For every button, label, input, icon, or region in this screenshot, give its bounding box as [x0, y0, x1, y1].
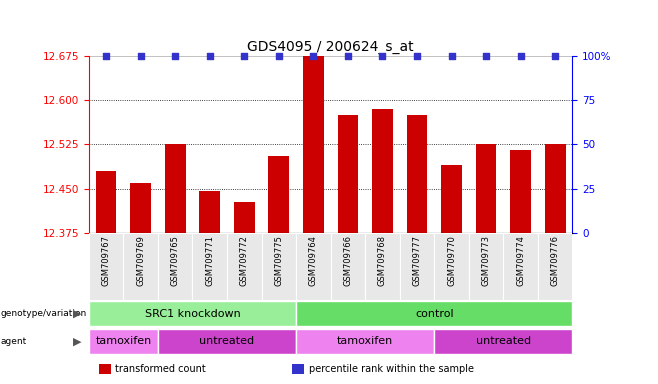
Point [446, 53, 457, 59]
Bar [434, 329, 572, 354]
Bar [338, 115, 358, 233]
Text: genotype/variation: genotype/variation [1, 309, 87, 318]
Text: ▶: ▶ [74, 336, 82, 346]
Bar [124, 233, 158, 300]
Point [515, 53, 526, 59]
Bar [268, 156, 289, 233]
Text: GSM709774: GSM709774 [516, 235, 525, 286]
Text: GSM709764: GSM709764 [309, 235, 318, 286]
Point [274, 53, 284, 59]
Text: GSM709777: GSM709777 [413, 235, 422, 286]
Point [239, 53, 249, 59]
Text: ▶: ▶ [74, 309, 82, 319]
Bar [545, 144, 565, 233]
Bar [292, 364, 304, 374]
Text: GSM709773: GSM709773 [482, 235, 491, 286]
Bar [407, 115, 427, 233]
Text: untreated: untreated [476, 336, 531, 346]
Bar [538, 233, 572, 300]
Bar [330, 233, 365, 300]
Point [101, 53, 111, 59]
Text: GSM709766: GSM709766 [343, 235, 353, 286]
Point [377, 53, 388, 59]
Text: GSM709770: GSM709770 [447, 235, 456, 286]
Bar [262, 233, 296, 300]
Point [308, 53, 318, 59]
Text: GSM709769: GSM709769 [136, 235, 145, 286]
Bar [510, 150, 531, 233]
Bar [164, 144, 186, 233]
Bar [227, 233, 262, 300]
Bar [89, 301, 296, 326]
Bar [296, 301, 572, 326]
Bar [130, 183, 151, 233]
Point [170, 53, 180, 59]
Bar [296, 233, 330, 300]
Bar [303, 56, 324, 233]
Text: GSM709776: GSM709776 [551, 235, 560, 286]
Point [136, 53, 146, 59]
Title: GDS4095 / 200624_s_at: GDS4095 / 200624_s_at [247, 40, 414, 54]
Bar [192, 233, 227, 300]
Bar [476, 144, 496, 233]
Bar [96, 171, 116, 233]
Text: agent: agent [1, 337, 27, 346]
Text: tamoxifen: tamoxifen [95, 336, 151, 346]
Bar [468, 233, 503, 300]
Text: GSM709765: GSM709765 [170, 235, 180, 286]
Bar [503, 233, 538, 300]
Bar [99, 364, 111, 374]
Text: transformed count: transformed count [115, 364, 206, 374]
Bar [441, 165, 462, 233]
Bar [434, 233, 468, 300]
Text: SRC1 knockdown: SRC1 knockdown [145, 309, 240, 319]
Bar [89, 329, 158, 354]
Bar [399, 233, 434, 300]
Text: GSM709775: GSM709775 [274, 235, 284, 286]
Text: GSM709772: GSM709772 [240, 235, 249, 286]
Text: control: control [415, 309, 453, 319]
Point [550, 53, 561, 59]
Bar [89, 233, 124, 300]
Bar [199, 192, 220, 233]
Point [205, 53, 215, 59]
Point [343, 53, 353, 59]
Bar [234, 202, 255, 233]
Text: GSM709771: GSM709771 [205, 235, 215, 286]
Bar [365, 233, 400, 300]
Bar [296, 329, 434, 354]
Text: tamoxifen: tamoxifen [337, 336, 393, 346]
Bar [158, 233, 192, 300]
Text: GSM709767: GSM709767 [101, 235, 111, 286]
Point [412, 53, 422, 59]
Bar [158, 329, 296, 354]
Text: GSM709768: GSM709768 [378, 235, 387, 286]
Text: percentile rank within the sample: percentile rank within the sample [309, 364, 474, 374]
Bar [372, 109, 393, 233]
Text: untreated: untreated [199, 336, 255, 346]
Point [481, 53, 492, 59]
